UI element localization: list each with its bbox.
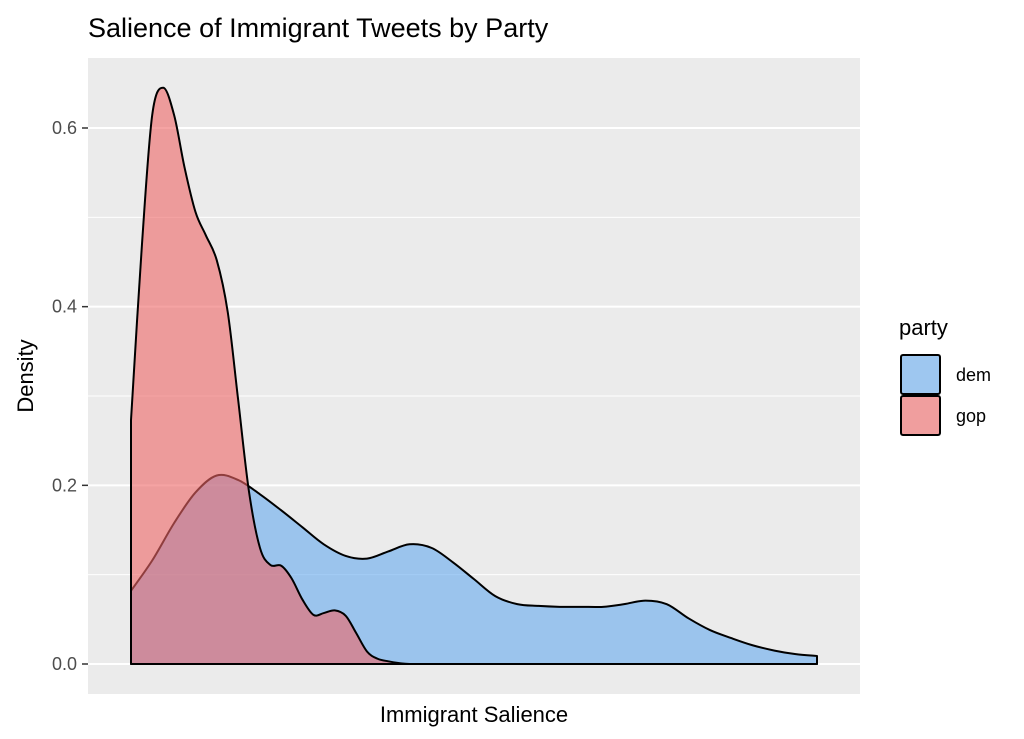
y-tick-label: 0.6 (52, 118, 77, 138)
density-area-gop (130, 86, 818, 666)
y-tick-label: 0.2 (52, 475, 77, 495)
y-axis-ticks: 0.0 0.2 0.4 0.6 (52, 118, 88, 674)
legend-label-gop: gop (956, 406, 986, 426)
legend: party dem gop (899, 315, 991, 436)
legend-key-gop (900, 395, 941, 436)
y-tick-label: 0.4 (52, 297, 77, 317)
x-axis-title: Immigrant Salience (380, 702, 568, 727)
density-areas (130, 86, 818, 666)
chart-title: Salience of Immigrant Tweets by Party (88, 13, 549, 43)
legend-label-dem: dem (956, 365, 991, 385)
legend-key-dem (900, 354, 941, 395)
y-axis-title: Density (13, 339, 38, 412)
legend-title: party (899, 315, 948, 340)
y-tick-label: 0.0 (52, 654, 77, 674)
